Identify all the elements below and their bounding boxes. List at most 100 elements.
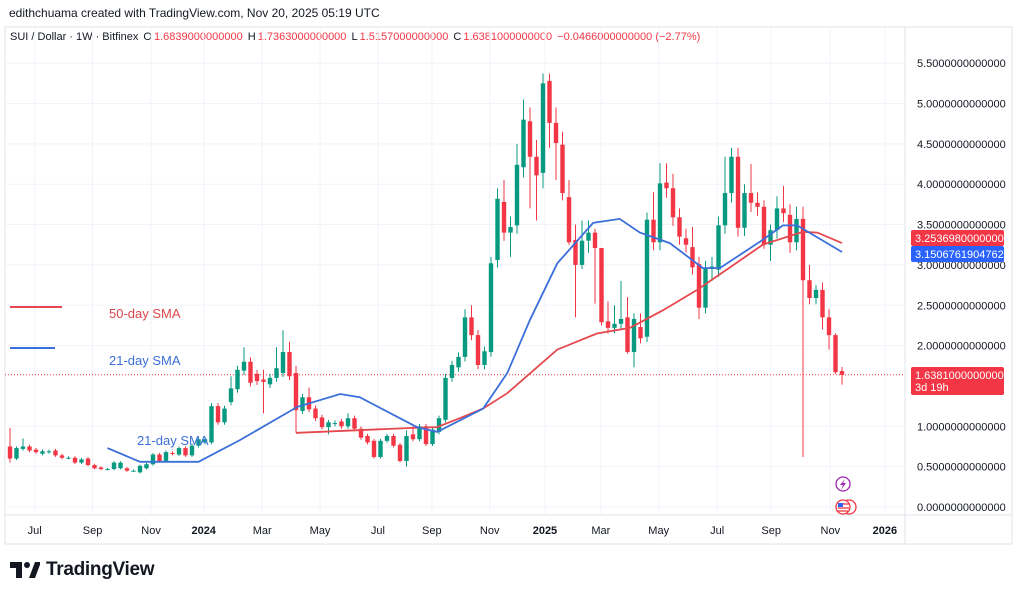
candle-body: [657, 183, 663, 243]
candle-body: [72, 457, 78, 463]
time-axis[interactable]: Jul Sep Nov 2024 Mar May Jul Sep Nov 2025 Mar May Ju…: [28, 525, 897, 537]
candle-body: [183, 448, 188, 456]
x-tick-label: Nov: [141, 525, 161, 537]
candle-body: [547, 80, 552, 123]
candle: [592, 228, 598, 304]
candle-body: [599, 247, 604, 323]
y-tick-label: 5.5000000000000: [917, 58, 1006, 70]
candle-body: [280, 352, 286, 374]
candle: [254, 369, 260, 385]
candle: [787, 204, 793, 253]
candle: [735, 147, 741, 237]
candle-body: [384, 435, 390, 441]
x-tick-label: Nov: [821, 525, 841, 537]
candle-body: [53, 450, 58, 456]
candle-body: [813, 289, 819, 298]
candle: [566, 180, 572, 245]
candle-body: [235, 369, 240, 390]
symbol-title[interactable]: SUI / Dollar · 1W · Bitfinex: [10, 31, 139, 43]
us-flag-economic-event-icon[interactable]: [835, 499, 857, 515]
candle-body: [339, 421, 344, 427]
sma21-annotation-2: 21-day SMA: [137, 433, 209, 448]
candle: [560, 131, 565, 201]
candle-body: [254, 373, 260, 382]
candle: [111, 461, 117, 471]
candle-body: [631, 318, 637, 353]
candle-body: [800, 218, 806, 281]
candles: [7, 73, 845, 474]
sma21-line: [107, 217, 843, 463]
candle: [716, 216, 721, 277]
candle: [40, 449, 45, 456]
candle: [579, 220, 585, 269]
candle: [391, 433, 396, 448]
candle: [534, 139, 539, 221]
candle-body: [644, 219, 650, 337]
candle: [781, 185, 786, 223]
candle: [339, 418, 344, 429]
candle-body: [534, 156, 539, 176]
candle: [313, 405, 318, 421]
candle-body: [826, 317, 832, 336]
candle-body: [729, 156, 734, 194]
candle: [7, 427, 13, 463]
lightning-event-icon[interactable]: [835, 476, 851, 492]
candle: [742, 184, 747, 237]
candle-body: [475, 335, 481, 365]
candle-body: [189, 445, 195, 456]
candle: [826, 309, 832, 350]
candle: [53, 448, 58, 457]
candle-body: [92, 465, 97, 469]
chart-frame: [4, 26, 1013, 545]
tradingview-logo-text: TradingView: [46, 559, 155, 580]
candle-body: [59, 455, 65, 458]
x-tick-label: 2025: [533, 525, 557, 537]
candle-body: [267, 377, 273, 385]
candle-body: [163, 452, 169, 462]
candle: [690, 226, 695, 275]
candle-body: [807, 280, 812, 298]
candle: [157, 452, 162, 463]
candle-body: [313, 408, 318, 419]
candle-body: [131, 470, 136, 472]
candle: [677, 208, 682, 245]
candle: [332, 420, 338, 427]
candle: [833, 333, 838, 374]
svg-text:3.1506761904762: 3.1506761904762: [915, 249, 1004, 261]
candle: [644, 212, 650, 342]
candle-body: [761, 206, 767, 245]
candle: [482, 346, 487, 370]
tradingview-logo[interactable]: TradingView: [10, 559, 155, 581]
y-tick-label: 0.5000000000000: [917, 462, 1006, 474]
candle-body: [605, 321, 611, 328]
candle: [170, 451, 175, 456]
candle-body: [215, 406, 221, 423]
candle: [241, 347, 247, 375]
candle: [514, 143, 520, 234]
candle: [371, 438, 377, 459]
open-value: 1.6839000000000: [153, 31, 243, 43]
candle: [222, 405, 227, 425]
candle: [683, 228, 689, 253]
candle-body: [449, 364, 455, 378]
candle-body: [248, 361, 253, 383]
candle-body: [391, 435, 396, 446]
candle-body: [787, 214, 793, 243]
svg-text:3.2536980000000: 3.2536980000000: [915, 233, 1004, 245]
candle: [274, 347, 279, 382]
candle: [521, 99, 526, 178]
candle: [553, 107, 559, 181]
candle: [20, 438, 26, 451]
candle-body: [144, 464, 149, 469]
candle-body: [722, 193, 728, 226]
candle-body: [592, 232, 598, 248]
candle: [618, 281, 624, 330]
candle-body: [358, 428, 364, 438]
candle-body: [417, 426, 422, 440]
candle: [59, 453, 65, 460]
candle-body: [46, 451, 52, 453]
candle-body: [170, 452, 175, 454]
candle-body: [677, 217, 682, 237]
price-axis[interactable]: 0.0000000000000 0.5000000000000 1.00000000…: [917, 58, 1006, 514]
